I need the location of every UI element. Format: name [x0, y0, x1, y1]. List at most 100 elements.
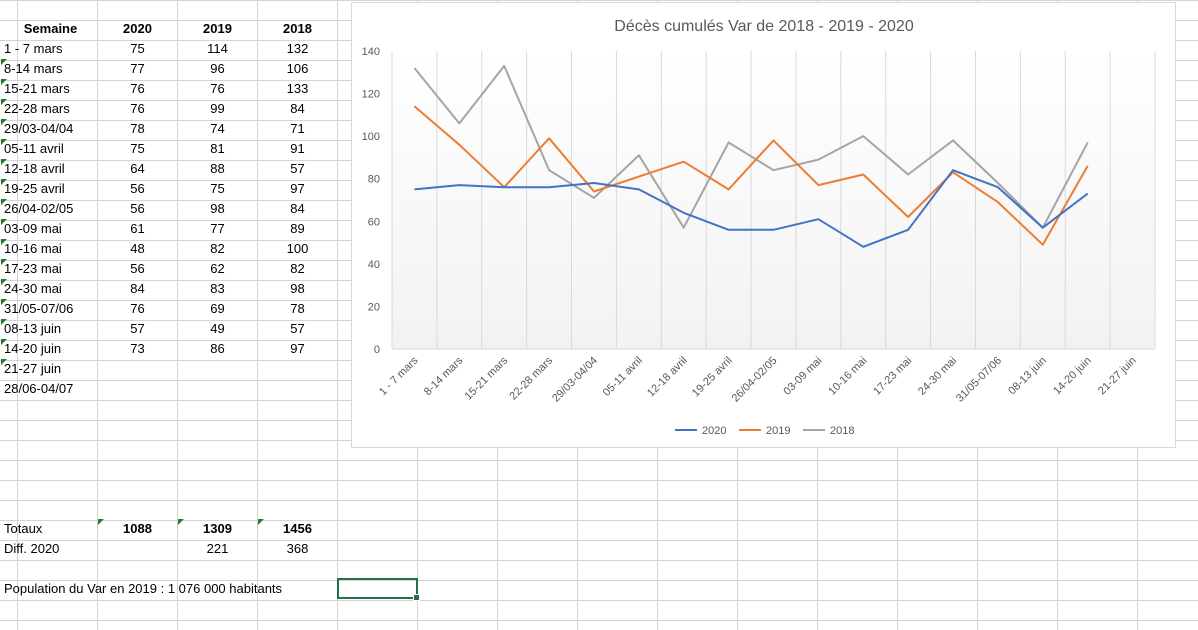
value-2020-cell[interactable]: 56 — [130, 181, 145, 196]
week-cell[interactable]: 8-14 mars — [1, 59, 97, 79]
x-tick-label: 17-23 mai — [871, 355, 914, 398]
value-2020-cell[interactable]: 61 — [130, 221, 145, 236]
header-semaine[interactable]: Semaine — [23, 21, 78, 36]
value-2020-cell[interactable]: 48 — [130, 241, 145, 256]
value-2020-cell[interactable]: 76 — [130, 81, 145, 96]
x-tick-label: 12-18 avril — [645, 355, 690, 400]
value-2018-cell[interactable]: 97 — [290, 181, 305, 196]
week-cell[interactable]: 05-11 avril — [1, 139, 97, 159]
week-cell[interactable]: 26/04-02/05 — [1, 199, 97, 219]
x-tick-label: 24-30 mai — [916, 355, 959, 398]
week-cell[interactable]: 08-13 juin — [1, 319, 97, 339]
value-2018-cell[interactable]: 97 — [290, 341, 305, 356]
value-2019-cell[interactable]: 86 — [210, 341, 225, 356]
value-2018-cell[interactable] — [258, 379, 337, 399]
value-2019-cell[interactable]: 82 — [210, 241, 225, 256]
header-2020[interactable]: 2020 — [123, 21, 152, 36]
value-2019-cell[interactable]: 75 — [210, 181, 225, 196]
value-2019-cell[interactable]: 74 — [210, 121, 225, 136]
value-2020-cell[interactable]: 84 — [130, 281, 145, 296]
fill-handle[interactable] — [413, 594, 420, 601]
week-cell[interactable]: 1 - 7 mars — [4, 41, 63, 56]
value-2020-cell[interactable]: 76 — [130, 301, 145, 316]
week-cell[interactable]: 22-28 mars — [1, 99, 97, 119]
value-2020-cell[interactable]: 64 — [130, 161, 145, 176]
series-line-2020[interactable] — [414, 169, 1089, 248]
value-2018-cell[interactable]: 84 — [290, 101, 305, 116]
x-tick-label: 21-27 juin — [1096, 355, 1139, 398]
diff-label[interactable]: Diff. 2020 — [4, 541, 60, 556]
value-2020-cell[interactable]: 73 — [130, 341, 145, 356]
value-2020-cell[interactable]: 77 — [130, 61, 145, 76]
week-cell[interactable]: 19-25 avril — [1, 179, 97, 199]
selected-cell[interactable] — [337, 578, 420, 601]
week-cell[interactable]: 03-09 mai — [1, 219, 97, 239]
week-cell[interactable]: 12-18 avril — [1, 159, 97, 179]
value-2018-cell[interactable]: 84 — [290, 201, 305, 216]
x-tick-label: 10-16 mai — [826, 355, 869, 398]
value-2018-cell[interactable] — [258, 359, 337, 379]
week-cell[interactable]: 28/06-04/07 — [4, 381, 74, 396]
value-2019-cell[interactable]: 77 — [210, 221, 225, 236]
value-2020-cell[interactable]: 75 — [130, 41, 145, 56]
series-line-2018[interactable] — [413, 64, 1089, 229]
header-2018[interactable]: 2018 — [283, 21, 312, 36]
week-cell[interactable]: 29/03-04/04 — [1, 119, 97, 139]
value-2019-cell[interactable]: 96 — [210, 61, 225, 76]
value-2019-cell[interactable]: 99 — [210, 101, 225, 116]
value-2019-cell[interactable]: 69 — [210, 301, 225, 316]
diff-2018[interactable]: 368 — [286, 541, 309, 556]
value-2020-cell[interactable]: 56 — [130, 201, 145, 216]
week-cell[interactable]: 14-20 juin — [1, 339, 97, 359]
value-2018-cell[interactable]: 82 — [290, 261, 305, 276]
totals-label[interactable]: Totaux — [4, 521, 43, 536]
week-cell[interactable]: 17-23 mai — [1, 259, 97, 279]
x-tick-label: 15-21 mars — [462, 354, 510, 402]
value-2020-cell[interactable]: 57 — [130, 321, 145, 336]
x-tick-label: 29/03-04/04 — [550, 355, 600, 405]
x-tick-label: 8-14 mars — [422, 354, 466, 398]
population-text[interactable]: Population du Var en 2019 : 1 076 000 ha… — [4, 581, 283, 596]
value-2018-cell[interactable]: 106 — [286, 61, 309, 76]
value-2020-cell[interactable]: 75 — [130, 141, 145, 156]
value-2020-cell[interactable] — [98, 379, 177, 399]
totals-2020[interactable]: 1088 — [98, 519, 177, 539]
value-2018-cell[interactable]: 78 — [290, 301, 305, 316]
value-2020-cell[interactable]: 56 — [130, 261, 145, 276]
week-cell[interactable]: 15-21 mars — [1, 79, 97, 99]
value-2019-cell[interactable] — [178, 359, 257, 379]
value-2019-cell[interactable]: 62 — [210, 261, 225, 276]
value-2019-cell[interactable]: 114 — [207, 41, 228, 56]
value-2018-cell[interactable]: 100 — [286, 241, 309, 256]
diff-2019[interactable]: 221 — [206, 541, 229, 556]
value-2018-cell[interactable]: 132 — [286, 41, 309, 56]
value-2018-cell[interactable]: 133 — [286, 81, 309, 96]
value-2018-cell[interactable]: 91 — [290, 141, 305, 156]
value-2019-cell[interactable] — [178, 379, 257, 399]
week-cell[interactable]: 21-27 juin — [1, 359, 97, 379]
value-2019-cell[interactable]: 88 — [210, 161, 225, 176]
totals-2019[interactable]: 1309 — [178, 519, 257, 539]
value-2018-cell[interactable]: 98 — [290, 281, 305, 296]
y-tick-label: 20 — [368, 301, 380, 313]
week-cell[interactable]: 10-16 mai — [1, 239, 97, 259]
value-2018-cell[interactable]: 71 — [290, 121, 305, 136]
value-2018-cell[interactable]: 57 — [290, 161, 305, 176]
line-chart[interactable]: Décès cumulés Var de 2018 - 2019 - 2020 … — [351, 2, 1176, 448]
totals-2018[interactable]: 1456 — [258, 519, 337, 539]
value-2019-cell[interactable]: 76 — [210, 81, 225, 96]
value-2019-cell[interactable]: 98 — [210, 201, 225, 216]
value-2019-cell[interactable]: 83 — [210, 281, 225, 296]
value-2018-cell[interactable]: 89 — [290, 221, 305, 236]
value-2019-cell[interactable]: 49 — [210, 321, 225, 336]
week-cell[interactable]: 31/05-07/06 — [1, 299, 97, 319]
x-tick-label: 19-25 avril — [690, 355, 735, 400]
week-cell[interactable]: 24-30 mai — [1, 279, 97, 299]
value-2020-cell[interactable] — [98, 359, 177, 379]
value-2020-cell[interactable]: 78 — [130, 121, 145, 136]
header-2019[interactable]: 2019 — [203, 21, 232, 36]
value-2019-cell[interactable]: 81 — [210, 141, 225, 156]
value-2020-cell[interactable]: 76 — [130, 101, 145, 116]
series-line-2019[interactable] — [413, 105, 1089, 246]
value-2018-cell[interactable]: 57 — [290, 321, 305, 336]
